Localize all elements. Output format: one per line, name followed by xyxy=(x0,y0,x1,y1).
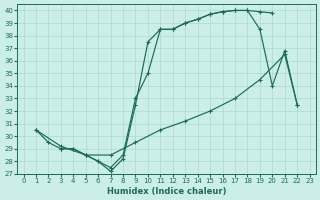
X-axis label: Humidex (Indice chaleur): Humidex (Indice chaleur) xyxy=(107,187,226,196)
